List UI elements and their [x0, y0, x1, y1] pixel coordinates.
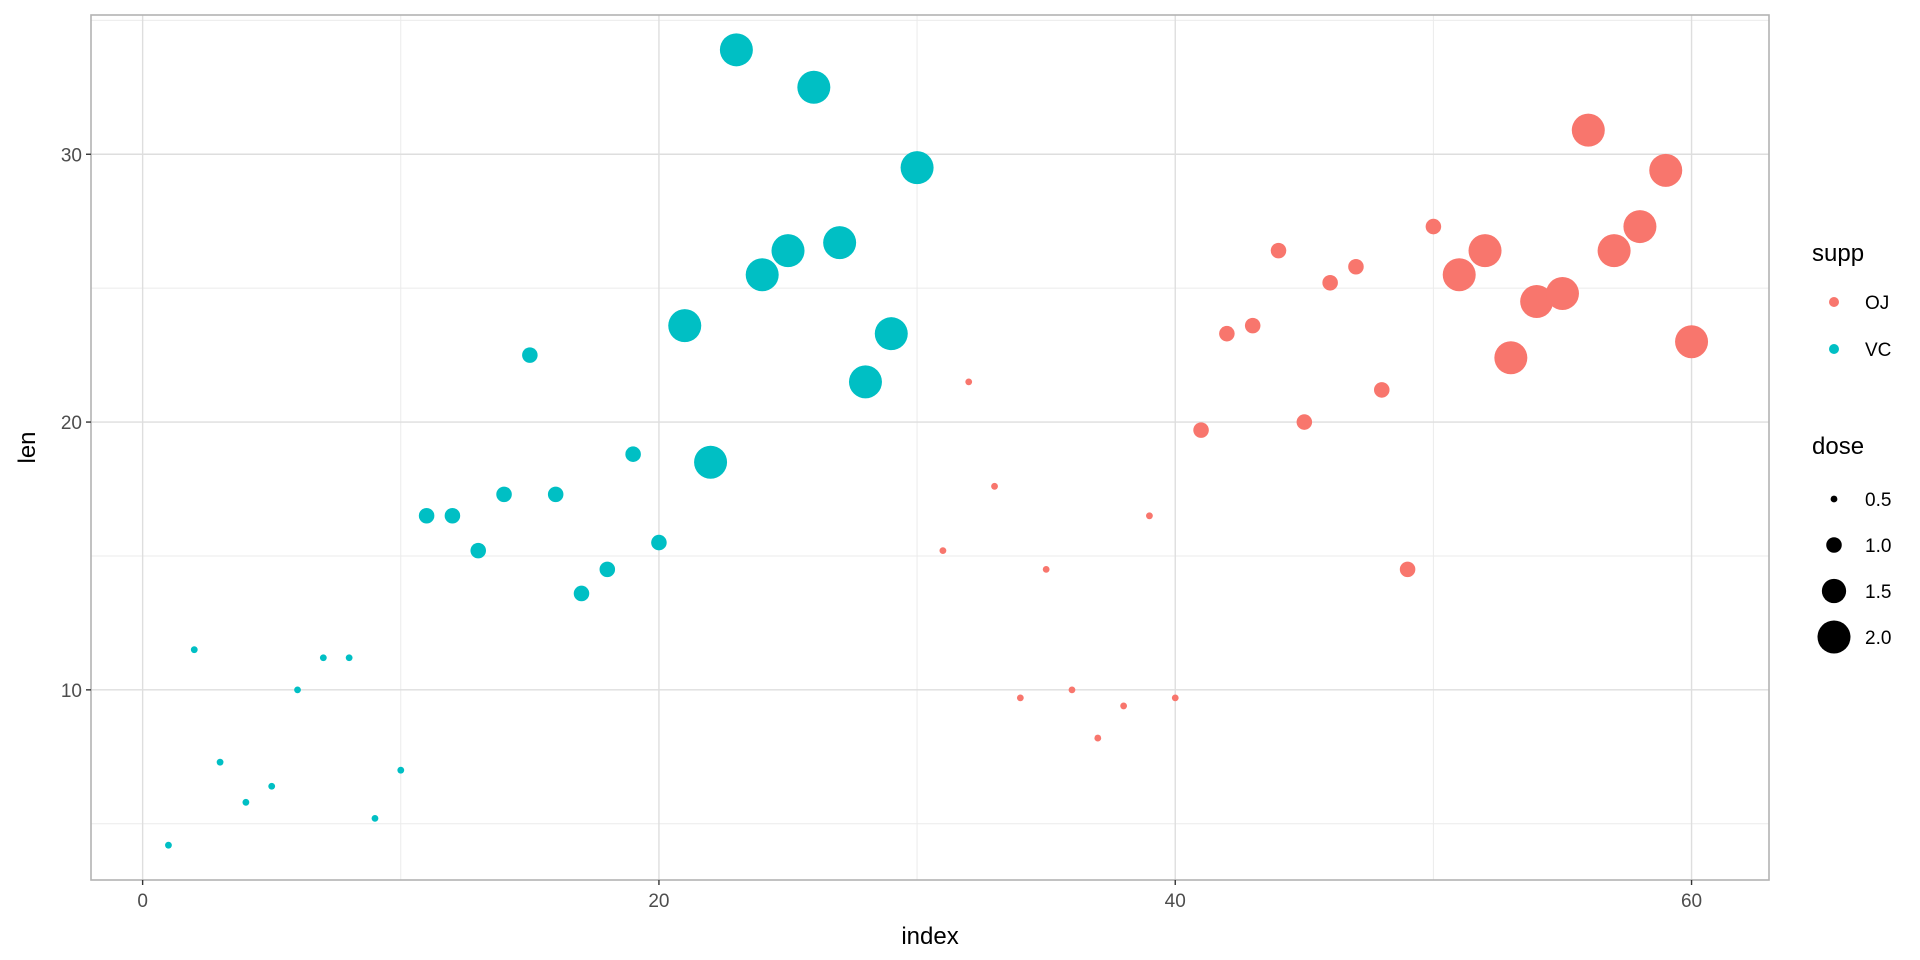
data-point-oj	[1244, 317, 1261, 334]
data-point-oj	[1042, 565, 1050, 573]
data-point-vc	[694, 445, 728, 479]
data-point-vc	[319, 654, 327, 662]
legend-dose-entries: 0.5 1.0 1.5 2.0	[1817, 490, 1891, 654]
data-point-vc	[874, 317, 908, 351]
data-point-oj	[1068, 686, 1076, 694]
data-point-vc	[547, 486, 564, 503]
data-point-oj	[1597, 234, 1631, 268]
data-point-oj	[1374, 382, 1390, 398]
data-point-vc	[651, 534, 667, 551]
legend-size-key	[1821, 578, 1847, 604]
data-point-vc	[797, 70, 831, 104]
data-point-oj	[1120, 702, 1128, 710]
legend-dose-title: dose	[1812, 433, 1864, 460]
data-point-oj	[1623, 210, 1657, 244]
x-tick-label: 40	[1165, 891, 1186, 912]
data-point-oj	[1442, 258, 1476, 292]
legend-size-label: 1.5	[1865, 582, 1891, 603]
x-tick-label: 0	[137, 891, 148, 912]
data-point-vc	[470, 542, 486, 559]
y-tick-label: 30	[61, 145, 82, 166]
data-point-vc	[190, 646, 198, 654]
data-point-vc	[216, 758, 224, 766]
data-points	[165, 33, 1709, 849]
data-point-vc	[418, 508, 435, 524]
legend-label-vc: VC	[1865, 340, 1891, 361]
x-tick-label: 20	[648, 891, 669, 912]
data-point-oj	[1296, 414, 1313, 430]
data-point-vc	[444, 508, 461, 524]
data-point-vc	[268, 782, 276, 790]
legend-size-key	[1817, 620, 1851, 654]
data-point-oj	[965, 378, 973, 386]
data-point-vc	[345, 654, 353, 662]
data-point-vc	[771, 234, 805, 268]
data-point-vc	[573, 585, 590, 602]
data-point-vc	[745, 258, 779, 292]
data-point-oj	[1016, 694, 1024, 702]
legend-size-label: 1.0	[1865, 536, 1891, 557]
data-point-vc	[900, 151, 934, 185]
data-point-oj	[991, 482, 998, 490]
legend-size-label: 2.0	[1865, 628, 1891, 649]
x-axis-title: index	[901, 923, 958, 950]
legend-size-label: 0.5	[1865, 490, 1891, 511]
data-point-vc	[848, 365, 882, 399]
data-point-vc	[242, 798, 250, 806]
data-point-vc	[668, 309, 702, 343]
legend-key-oj	[1829, 297, 1839, 307]
data-point-oj	[1545, 277, 1579, 311]
data-point-oj	[1425, 218, 1442, 235]
legend: supp OJ VC dose 0.5 1.0 1.5 2.0	[1812, 240, 1891, 654]
data-point-vc	[522, 347, 538, 363]
legend-size-key	[1826, 537, 1842, 553]
data-point-vc	[625, 446, 641, 462]
legend-supp-entries: OJ VC	[1829, 293, 1891, 361]
data-point-oj	[1270, 242, 1287, 259]
data-point-oj	[1322, 275, 1338, 291]
data-point-vc	[165, 841, 172, 849]
y-tick-label: 20	[61, 413, 82, 434]
data-point-oj	[939, 547, 947, 555]
data-point-vc	[397, 766, 405, 774]
data-point-oj	[1171, 694, 1179, 702]
data-point-oj	[1348, 258, 1364, 275]
data-point-oj	[1675, 325, 1709, 359]
data-point-oj	[1571, 113, 1605, 147]
x-tick-label: 60	[1681, 891, 1702, 912]
data-point-oj	[1193, 422, 1209, 438]
data-point-oj	[1219, 325, 1235, 342]
y-axis-title: len	[14, 431, 41, 463]
panel-border	[90, 14, 1770, 881]
data-point-oj	[1146, 512, 1153, 520]
data-point-vc	[719, 33, 753, 67]
legend-label-oj: OJ	[1865, 293, 1889, 314]
y-tick-label: 10	[61, 681, 82, 702]
grid-lines	[91, 15, 1769, 880]
data-point-vc	[294, 686, 301, 694]
data-point-oj	[1520, 285, 1554, 319]
legend-size-key	[1830, 495, 1838, 503]
data-point-oj	[1399, 561, 1416, 578]
data-point-oj	[1468, 234, 1502, 268]
legend-key-vc	[1829, 344, 1839, 354]
data-point-vc	[823, 226, 857, 260]
axis-ticks: 0 20 40 60 10 20 30	[61, 145, 1702, 912]
data-point-vc	[371, 815, 379, 822]
data-point-oj	[1094, 734, 1102, 742]
legend-supp-title: supp	[1812, 240, 1864, 267]
data-point-vc	[496, 486, 512, 503]
data-point-oj	[1494, 341, 1528, 375]
data-point-vc	[599, 561, 616, 578]
data-point-oj	[1649, 153, 1683, 187]
